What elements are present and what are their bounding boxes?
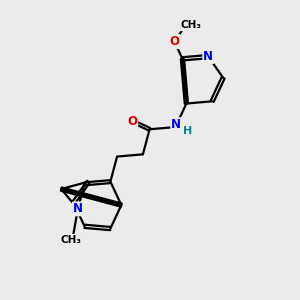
- Text: H: H: [183, 126, 192, 136]
- Text: CH₃: CH₃: [181, 20, 202, 30]
- Text: O: O: [127, 115, 137, 128]
- Text: O: O: [169, 35, 179, 48]
- Text: CH₃: CH₃: [61, 235, 82, 245]
- Text: N: N: [171, 118, 181, 131]
- Text: N: N: [203, 50, 213, 63]
- Text: N: N: [73, 202, 83, 215]
